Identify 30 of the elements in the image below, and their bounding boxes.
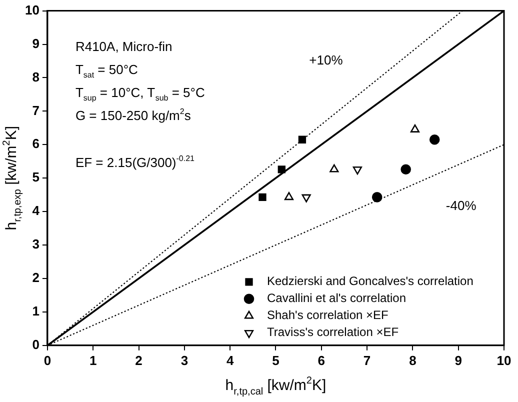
legend-label: Shah's correlation ×EF	[267, 308, 388, 322]
x-tick-label: 5	[272, 352, 280, 368]
y-tick-label: 7	[32, 102, 40, 118]
legend-label: Cavallini et al's correlation	[267, 291, 406, 306]
annotation: -40%	[446, 198, 477, 213]
y-tick-label: 8	[32, 69, 40, 84]
x-tick-label: 1	[89, 352, 97, 368]
y-tick-label: 4	[32, 203, 40, 218]
y-tick-label: 0	[32, 336, 40, 352]
x-tick-label: 0	[44, 352, 52, 368]
annotation: R410A, Micro-fin	[75, 38, 172, 54]
y-tick-label: 3	[32, 236, 40, 252]
x-tick-label: 2	[135, 352, 142, 368]
y-tick-label: 2	[32, 270, 40, 286]
x-tick-label: 4	[226, 352, 234, 368]
x-tick-label: 8	[409, 352, 416, 368]
legend-label: Traviss's correlation ×EF	[267, 325, 399, 340]
y-tick-label: 9	[32, 36, 40, 51]
x-tick-label: 6	[318, 352, 325, 368]
legend-label: Kedzierski and Goncalves's correlation	[267, 274, 474, 288]
y-tick-label: 1	[32, 304, 40, 319]
annotation: +10%	[309, 52, 344, 68]
x-tick-label: 9	[454, 352, 462, 368]
y-tick-label: 6	[32, 136, 40, 152]
y-tick-label: 10	[24, 2, 40, 18]
x-tick-label: 3	[180, 352, 188, 368]
x-tick-label: 10	[496, 352, 512, 368]
x-tick-label: 7	[363, 352, 371, 368]
y-axis-title: hr,tp,exp [kw/m2K]	[1, 126, 24, 230]
y-tick-label: 5	[32, 170, 40, 185]
